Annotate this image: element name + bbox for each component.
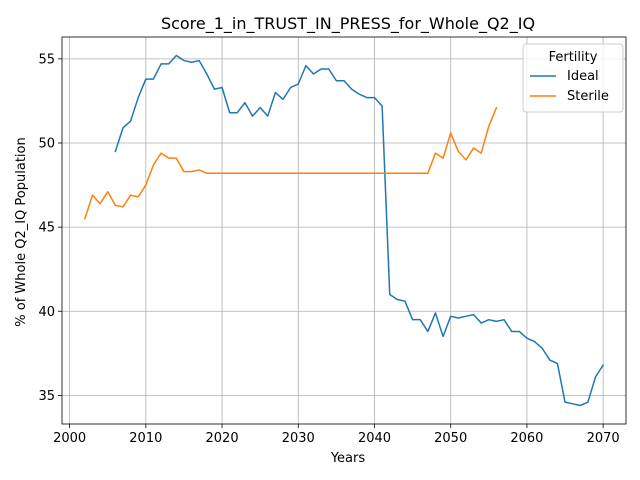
y-tick-label: 35 xyxy=(38,389,55,404)
legend: Fertility Ideal Sterile xyxy=(522,43,624,113)
chart-title: Score_1_in_TRUST_IN_PRESS_for_Whole_Q2_I… xyxy=(161,14,535,34)
series-layer xyxy=(83,54,605,407)
legend-label-ideal: Ideal xyxy=(567,69,599,84)
series-line-ideal xyxy=(114,54,605,407)
y-tick-label: 50 xyxy=(38,137,55,152)
x-tick-label: 2010 xyxy=(129,431,162,446)
x-tick-label: 2050 xyxy=(434,431,467,446)
y-axis-label: % of Whole Q2_IQ Population xyxy=(14,137,29,326)
legend-box xyxy=(522,43,624,113)
y-tick-label: 40 xyxy=(38,305,55,320)
legend-label-sterile: Sterile xyxy=(567,89,609,104)
x-tick-label: 2070 xyxy=(587,431,620,446)
x-tick-label: 2040 xyxy=(358,431,391,446)
series-line-sterile xyxy=(83,106,498,220)
plot-frame xyxy=(61,36,627,425)
y-tick-label: 55 xyxy=(38,52,55,67)
x-tick-label: 2030 xyxy=(282,431,315,446)
legend-title: Fertility xyxy=(549,50,598,65)
ticks: 2000 2010 2020 2030 2040 2050 2060 2070 35 40 45 50… xyxy=(38,52,619,446)
y-tick-label: 45 xyxy=(38,221,55,236)
x-tick-label: 2020 xyxy=(206,431,239,446)
x-tick-label: 2060 xyxy=(510,431,543,446)
x-tick-label: 2000 xyxy=(53,431,86,446)
legend-items: Ideal Sterile xyxy=(530,69,609,104)
x-axis-label: Years xyxy=(330,451,366,466)
